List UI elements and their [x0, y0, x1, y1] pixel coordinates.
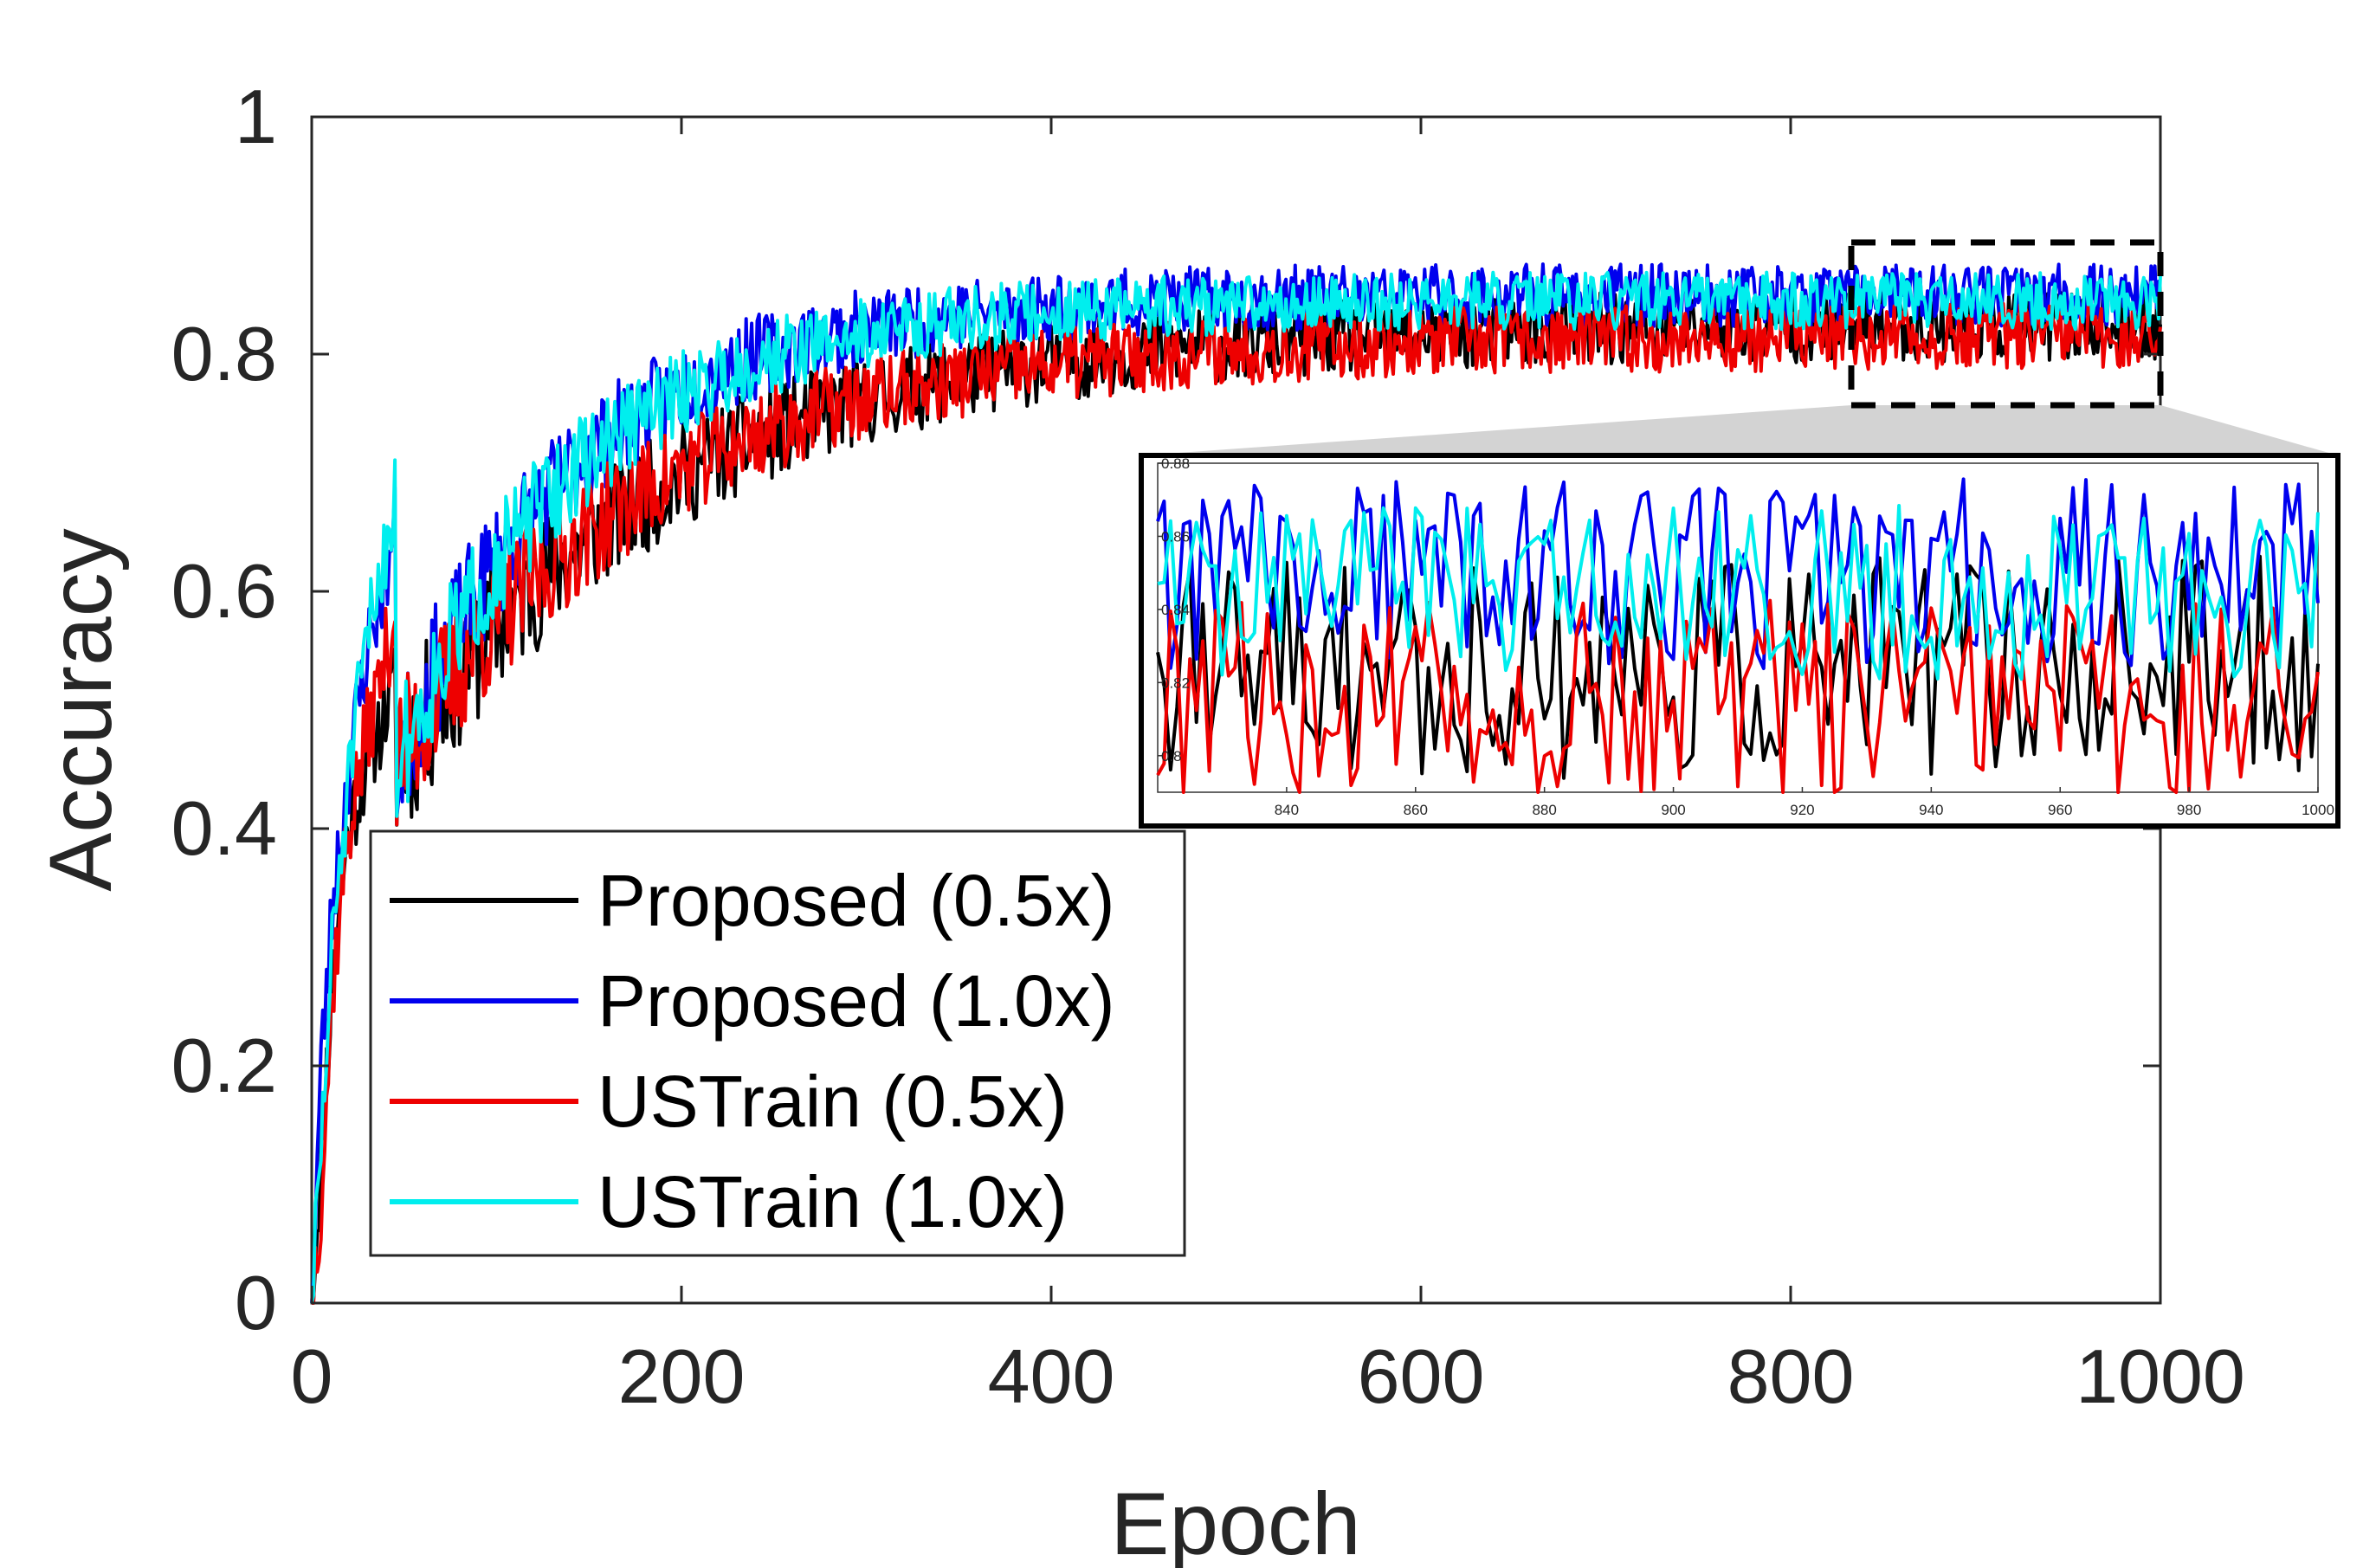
inset-x-tick-label: 940	[1919, 802, 1943, 818]
inset-x-tick-label: 900	[1661, 802, 1685, 818]
y-axis-label: Accuracy	[31, 528, 130, 891]
inset-axis-ticks: 840 860 880 900 920 940 960 980 1000 0.8 0.82 0.84 0…	[1158, 455, 2334, 818]
series-line-3	[310, 270, 2162, 1304]
inset-x-tick-label: 1000	[2302, 802, 2334, 818]
x-tick-label: 400	[988, 1333, 1115, 1419]
zoom-connector	[1141, 405, 2338, 455]
inset-x-tick-label: 880	[1532, 802, 1556, 818]
legend-label-3: USTrain (1.0x)	[597, 1161, 1068, 1242]
legend-label-0: Proposed (0.5x)	[597, 860, 1115, 941]
legend-label-1: Proposed (1.0x)	[597, 960, 1115, 1042]
inset-y-tick-label: 0.88	[1161, 455, 1190, 472]
inset-y-tick-label: 0.84	[1161, 602, 1190, 618]
inset-y-tick-label: 0.8	[1161, 748, 1182, 765]
x-tick-label: 800	[1727, 1333, 1855, 1419]
y-tick-label: 0.2	[171, 1023, 277, 1108]
x-tick-label: 1000	[2076, 1333, 2245, 1419]
main-axis-ticks: 0 200 400 600 800 1000 0 0.2 0.4 0.6 0.8 1	[171, 74, 2245, 1419]
y-tick-label: 0.8	[171, 311, 277, 397]
inset-x-tick-label: 860	[1404, 802, 1428, 818]
inset-series-lines	[1156, 477, 2320, 794]
inset-series-line-2	[1156, 598, 2320, 794]
inset-series-line-3	[1157, 504, 2320, 681]
y-tick-label: 0.4	[171, 785, 277, 871]
y-tick-label: 0.6	[171, 548, 277, 634]
inset-y-tick-label: 0.82	[1161, 674, 1190, 691]
inset-series-line-1	[1156, 477, 2320, 670]
legend: Proposed (0.5x) Proposed (1.0x) USTrain (0…	[369, 829, 1186, 1257]
inset-x-tick-label: 920	[1790, 802, 1814, 818]
y-tick-label: 0	[235, 1260, 277, 1345]
inset-x-tick-label: 980	[2177, 802, 2201, 818]
x-tick-label: 200	[618, 1333, 746, 1419]
inset-x-tick-label: 840	[1275, 802, 1299, 818]
inset-x-tick-label: 960	[2048, 802, 2072, 818]
x-tick-label: 600	[1358, 1333, 1485, 1419]
x-tick-label: 0	[291, 1333, 333, 1419]
x-axis-label: Epoch	[1110, 1474, 1360, 1568]
y-tick-label: 1	[235, 74, 277, 159]
series-line-2	[312, 301, 2162, 1305]
legend-label-2: USTrain (0.5x)	[597, 1061, 1068, 1142]
inset-y-tick-label: 0.86	[1161, 528, 1190, 545]
